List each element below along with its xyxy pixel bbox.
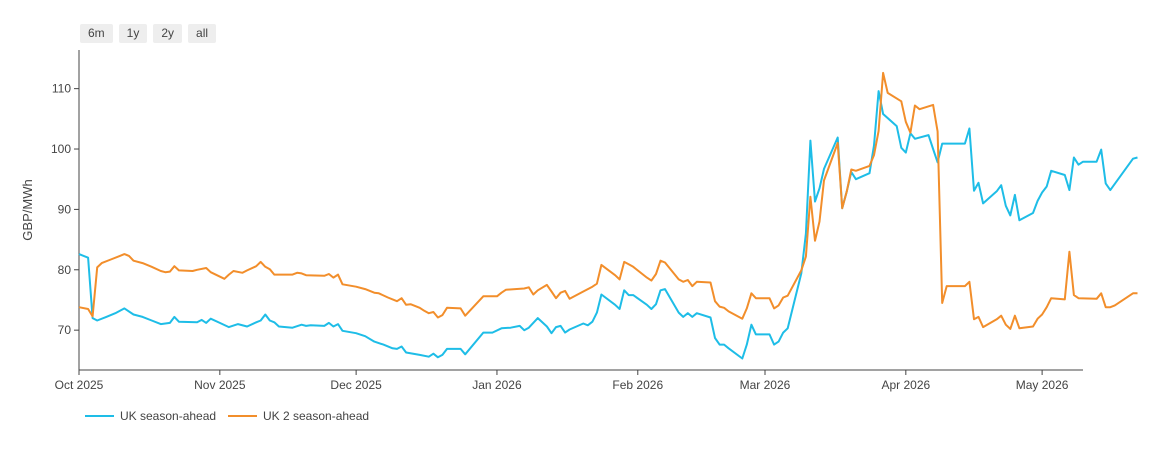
legend-label-1[interactable]: UK season-ahead (120, 409, 216, 423)
x-tick-label: Mar 2026 (740, 378, 791, 392)
range-selector: 6m 1y 2y all (80, 24, 217, 43)
legend: UK season-ahead UK 2 season-ahead (85, 409, 369, 423)
y-tick-label: 70 (58, 323, 72, 337)
y-tick-label: 80 (58, 263, 72, 277)
series-line-1[interactable] (78, 90, 1138, 360)
x-tick-label: Apr 2026 (881, 378, 930, 392)
y-tick-label: 90 (58, 202, 72, 216)
range-button-6m[interactable]: 6m (80, 24, 113, 43)
range-button-2y[interactable]: 2y (153, 24, 183, 43)
y-axis-title: GBP/MWh (20, 179, 35, 240)
range-button-1y[interactable]: 1y (118, 24, 148, 43)
x-axis: Oct 2025 Nov 2025 Dec 2025 Jan 2026 Feb 2026… (55, 369, 1083, 392)
y-tick-label: 100 (51, 142, 71, 156)
range-button-all[interactable]: all (188, 24, 217, 43)
x-tick-label: Nov 2025 (194, 378, 246, 392)
x-tick-label: Jan 2026 (472, 378, 522, 392)
legend-label-2[interactable]: UK 2 season-ahead (263, 409, 369, 423)
legend-items: UK season-ahead UK 2 season-ahead (85, 409, 369, 423)
x-tick-label: Feb 2026 (612, 378, 663, 392)
y-tick-label: 110 (52, 82, 71, 96)
x-tick-label: Dec 2025 (330, 378, 382, 392)
y-axis: 70 80 90 100 110 (51, 50, 80, 370)
plot-area[interactable] (78, 71, 1138, 360)
x-tick-label: Oct 2025 (55, 378, 104, 392)
x-tick-label: May 2026 (1016, 378, 1069, 392)
series-line-2[interactable] (78, 71, 1138, 330)
